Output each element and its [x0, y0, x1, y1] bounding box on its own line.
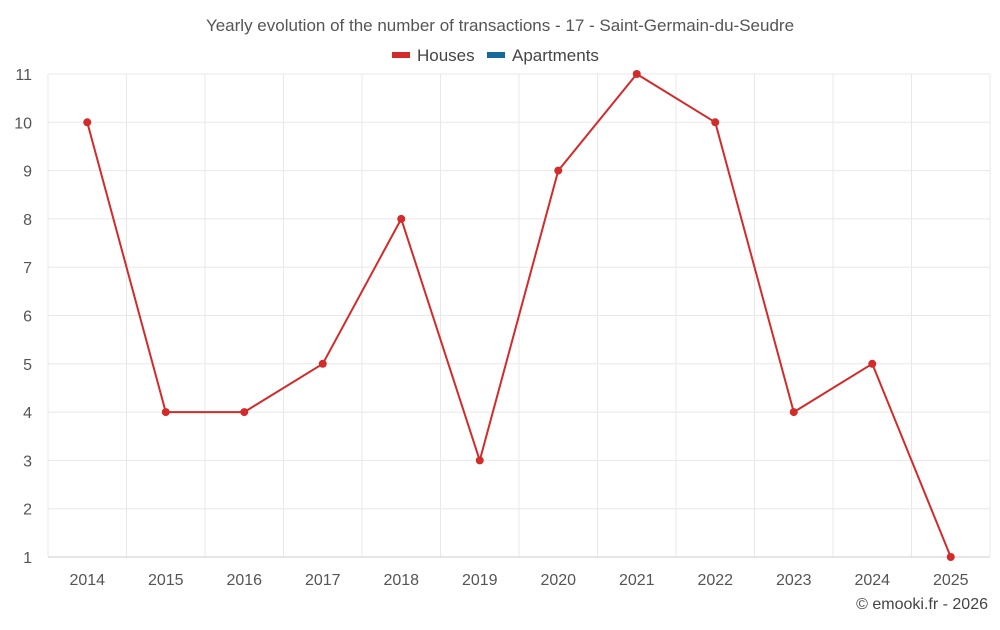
data-point[interactable]	[711, 118, 720, 127]
x-tick-label: 2022	[697, 572, 733, 589]
y-tick-label: 10	[14, 115, 32, 132]
x-tick-label: 2025	[933, 572, 969, 589]
data-point[interactable]	[397, 214, 406, 223]
data-point[interactable]	[83, 118, 92, 127]
x-tick-label: 2021	[619, 572, 655, 589]
data-point[interactable]	[789, 408, 798, 417]
y-tick-label: 3	[23, 453, 32, 470]
x-tick-label: 2019	[462, 572, 498, 589]
x-tick-label: 2020	[540, 572, 576, 589]
legend-label[interactable]: Houses	[417, 46, 475, 65]
data-point[interactable]	[240, 408, 249, 417]
legend-swatch[interactable]	[392, 52, 410, 58]
y-tick-label: 5	[23, 357, 32, 374]
data-point[interactable]	[475, 456, 484, 465]
legend: Houses Apartments	[392, 46, 599, 65]
y-axis: 1 2 3 4 5 6 7 8 9 10 11	[14, 67, 32, 567]
credit-text: © emooki.fr - 2026	[856, 596, 988, 613]
data-point[interactable]	[868, 359, 877, 368]
x-tick-label: 2014	[69, 572, 105, 589]
data-point[interactable]	[318, 359, 327, 368]
y-tick-label: 4	[23, 405, 32, 422]
chart-title: Yearly evolution of the number of transa…	[206, 16, 794, 35]
x-axis: 2014 2015 2016 2017 2018 2019 2020 2021 2022 2023…	[69, 572, 968, 589]
y-tick-label: 8	[23, 212, 32, 229]
series-layer	[83, 70, 955, 561]
x-tick-label: 2024	[854, 572, 890, 589]
data-point[interactable]	[946, 553, 955, 561]
x-tick-label: 2016	[226, 572, 262, 589]
legend-swatch[interactable]	[487, 52, 505, 58]
y-tick-label: 2	[23, 502, 32, 519]
series-line	[86, 73, 952, 558]
y-tick-label: 6	[23, 309, 32, 326]
y-tick-label: 1	[23, 550, 32, 567]
y-tick-label: 7	[23, 260, 32, 277]
x-tick-label: 2017	[305, 572, 341, 589]
data-point[interactable]	[632, 70, 641, 78]
x-tick-label: 2018	[383, 572, 419, 589]
x-tick-label: 2023	[776, 572, 812, 589]
legend-label[interactable]: Apartments	[512, 46, 599, 65]
data-point[interactable]	[554, 166, 563, 175]
data-point[interactable]	[161, 408, 170, 417]
y-tick-label: 11	[15, 67, 32, 84]
y-tick-label: 9	[23, 164, 32, 181]
x-tick-label: 2015	[148, 572, 184, 589]
